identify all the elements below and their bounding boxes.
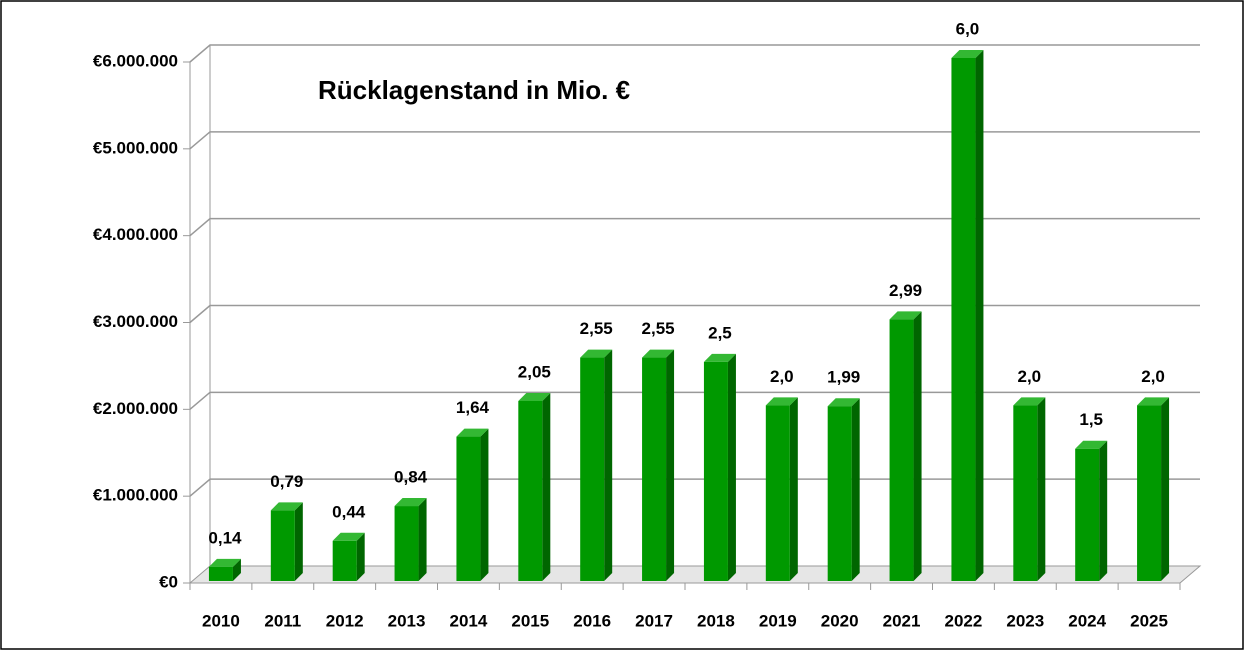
x-tick-label: 2019	[759, 611, 797, 630]
bar-side	[232, 558, 241, 581]
x-tick-label: 2016	[573, 611, 611, 630]
data-label: 2,0	[770, 367, 794, 386]
bar	[642, 357, 667, 581]
bar-top	[1075, 440, 1108, 449]
bar-top	[889, 311, 922, 320]
bar-side	[727, 353, 736, 581]
x-tick-label: 2018	[697, 611, 735, 630]
bar-side	[418, 498, 427, 581]
bar	[1013, 405, 1038, 581]
x-tick-label: 2015	[511, 611, 549, 630]
data-label: 2,55	[642, 319, 675, 338]
bar-top	[951, 50, 984, 58]
bar-top	[765, 397, 798, 406]
data-label: 1,99	[827, 368, 860, 387]
data-label: 0,14	[208, 528, 242, 547]
bar	[1137, 405, 1162, 581]
x-tick-label: 2020	[821, 611, 859, 630]
bar-side	[1037, 397, 1046, 581]
bar-top	[1013, 397, 1046, 406]
bar-top	[518, 392, 551, 401]
chart-title: Rücklagenstand in Mio. €	[318, 75, 630, 105]
y-tick-label: €3.000.000	[93, 312, 178, 331]
y-tick-label: €6.000.000	[93, 51, 178, 70]
grid-line	[189, 131, 1200, 150]
bar-top	[456, 428, 489, 437]
x-tick-label: 2011	[264, 611, 301, 630]
bar-side	[789, 397, 798, 581]
data-label: 2,0	[1141, 367, 1165, 386]
x-tick-label: 2014	[450, 611, 488, 630]
x-tick-label: 2017	[635, 611, 673, 630]
bar-side	[851, 398, 860, 581]
bar-top	[332, 532, 365, 541]
bar-side	[356, 532, 365, 581]
bar-side	[1099, 440, 1108, 581]
data-label: 2,0	[1017, 367, 1041, 386]
bar-side	[542, 392, 551, 581]
bar-top	[208, 558, 241, 567]
y-tick-label: €5.000.000	[93, 138, 178, 157]
grid-line	[189, 304, 1200, 324]
bar-side	[294, 502, 303, 581]
bar-side	[604, 349, 613, 581]
data-label: 2,55	[580, 319, 613, 338]
bar	[703, 361, 728, 581]
x-tick-label: 2025	[1130, 611, 1168, 630]
data-label: 2,5	[708, 323, 732, 342]
y-tick-label: €4.000.000	[93, 225, 178, 244]
bar	[270, 510, 295, 581]
bar-top	[394, 498, 427, 507]
bar	[208, 566, 233, 581]
bar-top	[703, 353, 736, 362]
floor	[188, 565, 1202, 584]
grid-line	[189, 391, 1200, 410]
bar-top	[827, 398, 860, 407]
bar	[889, 319, 914, 581]
x-tick-label: 2023	[1006, 611, 1044, 630]
bar-side	[975, 50, 984, 581]
data-label: 2,99	[889, 281, 922, 300]
bar	[1075, 448, 1100, 581]
grid-line	[189, 478, 1200, 497]
x-tick-label: 2022	[945, 611, 983, 630]
data-label: 1,5	[1079, 410, 1103, 429]
y-tick-label: €0	[159, 572, 178, 591]
data-label: 0,84	[394, 468, 428, 487]
grid-line	[189, 44, 1200, 63]
bar-side	[1161, 397, 1170, 581]
bar	[456, 436, 481, 581]
data-label: 0,79	[270, 472, 303, 491]
bar	[394, 506, 419, 581]
x-tick-label: 2021	[883, 611, 921, 630]
bar	[951, 58, 976, 581]
bar	[518, 400, 543, 581]
x-tick-label: 2012	[326, 611, 364, 630]
bar-top	[270, 502, 303, 511]
data-label: 0,44	[332, 502, 366, 521]
x-tick-label: 2010	[202, 611, 240, 630]
bar	[332, 540, 357, 581]
bar	[580, 357, 605, 581]
data-label: 2,05	[518, 362, 551, 381]
x-tick-label: 2024	[1068, 611, 1106, 630]
data-label: 6,0	[956, 19, 980, 38]
bar-top	[1137, 397, 1170, 406]
bar-side	[913, 311, 922, 581]
y-tick-label: €2.000.000	[93, 399, 178, 418]
grid-line	[189, 217, 1200, 237]
data-label: 1,64	[456, 398, 490, 417]
bar-side	[666, 349, 675, 581]
bar	[765, 405, 790, 581]
bar-side	[480, 428, 489, 581]
y-tick-label: €1.000.000	[93, 486, 178, 505]
bar-top	[580, 349, 613, 358]
x-tick-label: 2013	[388, 611, 426, 630]
bar-top	[642, 349, 675, 358]
bar	[827, 406, 852, 581]
